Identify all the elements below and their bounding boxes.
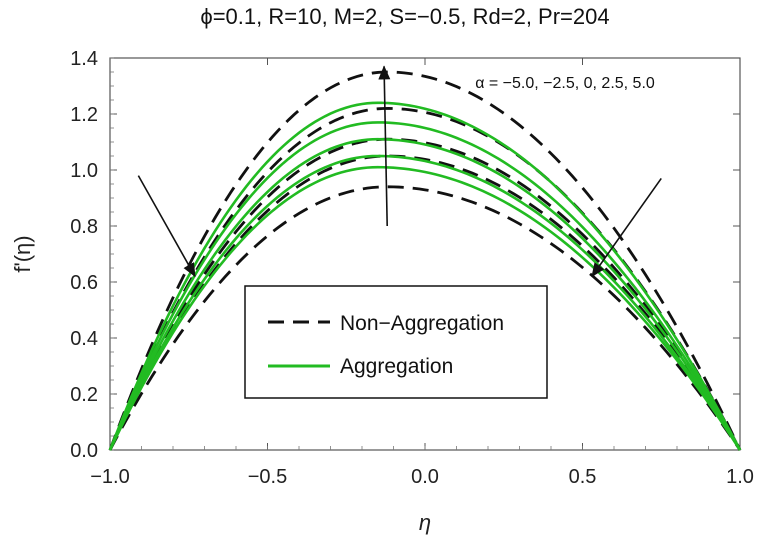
- y-tick-label: 1.4: [70, 48, 98, 70]
- x-tick-label: 1.0: [726, 466, 754, 488]
- series-aggregation-line: [108, 137, 742, 451]
- series-non-aggregation-line: [108, 70, 742, 451]
- x-tick-label: −0.5: [248, 466, 287, 488]
- y-tick-label: 0.4: [70, 328, 98, 350]
- chart-title: ϕ=0.1, R=10, M=2, S=−0.5, Rd=2, Pr=204: [200, 4, 609, 29]
- legend-box: [244, 285, 548, 399]
- series-aggregation-line: [108, 121, 742, 451]
- y-axis-label: f'(η): [10, 235, 35, 272]
- legend: Non−Aggregation Aggregation: [244, 285, 548, 399]
- left-arrow: [137, 175, 196, 278]
- y-tick-label: 0.6: [70, 272, 98, 294]
- x-tick-label: 0.5: [569, 466, 597, 488]
- right-arrow: [591, 177, 662, 278]
- y-tick-label: 0.8: [70, 216, 98, 238]
- y-tick-label: 1.0: [70, 160, 98, 182]
- alpha-annotation: α = −5.0, −2.5, 0, 2.5, 5.0: [475, 75, 655, 92]
- series-aggregation-line: [108, 165, 742, 451]
- y-axis: 0.0 0.2 0.4 0.6 0.8 1.0 1.2 1.4: [70, 48, 740, 462]
- series-non-aggregation-line: [108, 106, 742, 451]
- series-aggregation-line: [108, 101, 742, 451]
- y-tick-label: 0.0: [70, 440, 98, 462]
- legend-label-non-aggregation: Non−Aggregation: [340, 312, 504, 335]
- x-axis: −1.0 −0.5 0.0 0.5 1.0: [90, 58, 754, 488]
- series-non-aggregation-line: [108, 137, 742, 451]
- series-non-aggregation-line: [108, 185, 742, 451]
- x-tick-label: 0.0: [411, 466, 439, 488]
- series-layer: [108, 70, 742, 451]
- legend-label-aggregation: Aggregation: [340, 355, 453, 378]
- series-non-aggregation-line: [108, 154, 742, 451]
- y-tick-label: 0.2: [70, 384, 98, 406]
- x-tick-label: −1.0: [90, 466, 129, 488]
- series-aggregation-line: [108, 154, 742, 451]
- y-tick-label: 1.2: [70, 104, 98, 126]
- arrow-layer: [137, 65, 662, 278]
- x-axis-label: η: [419, 510, 431, 535]
- center-arrow: [378, 65, 391, 227]
